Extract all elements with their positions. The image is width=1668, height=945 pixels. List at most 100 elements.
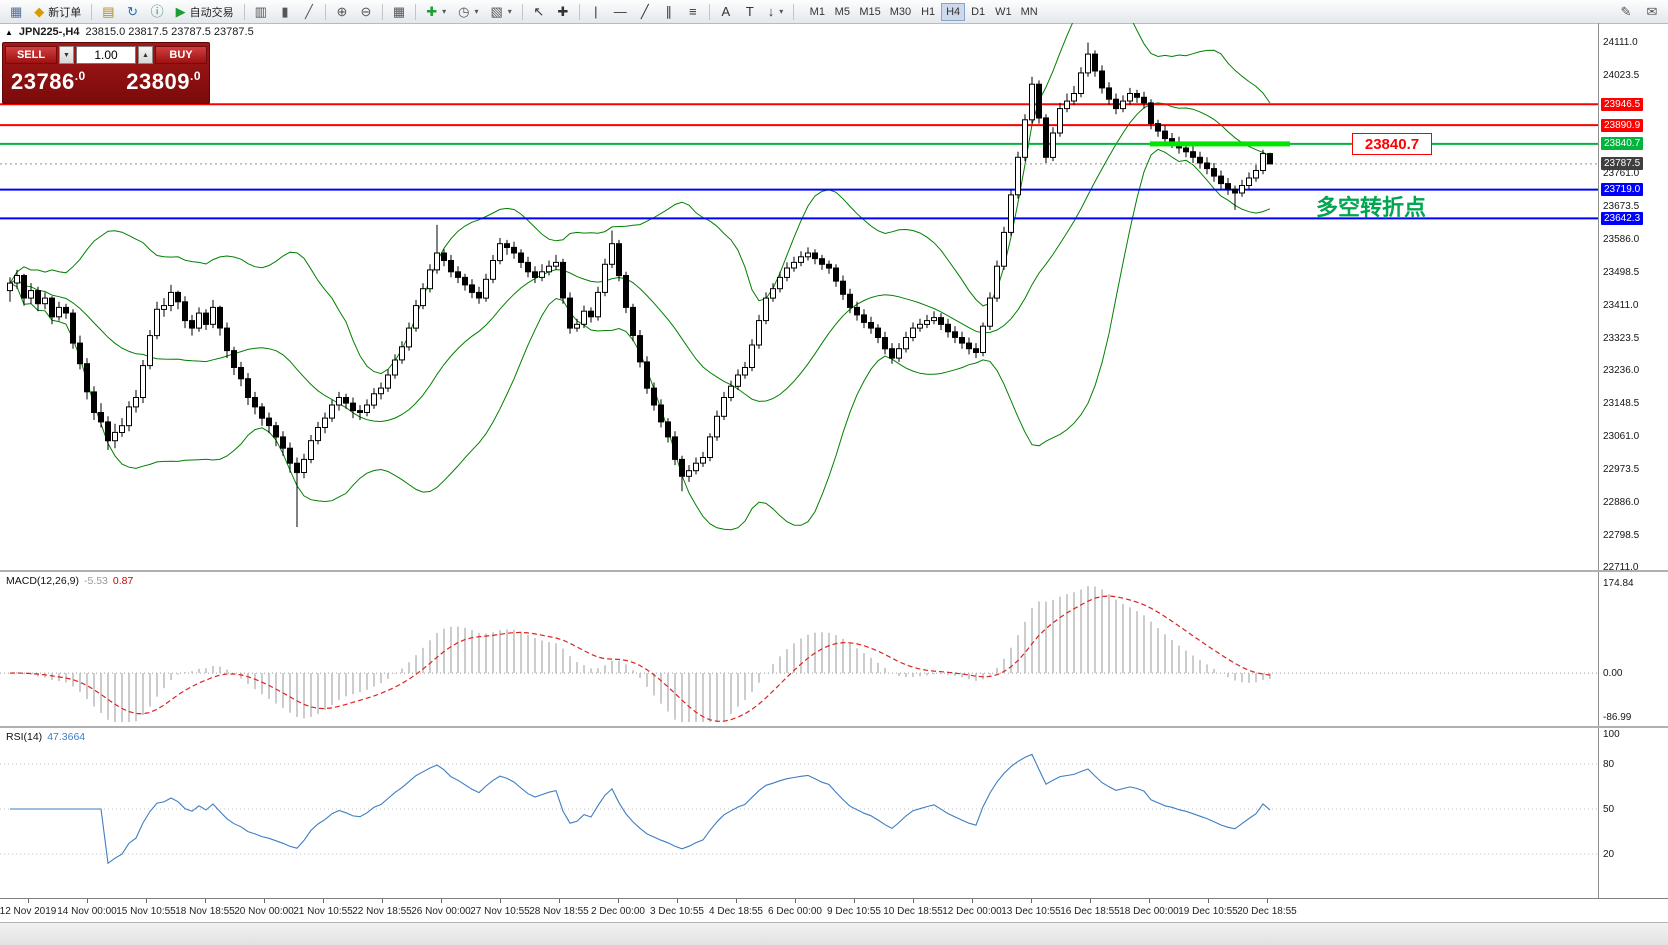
bollinger-upper-band: [9, 23, 1271, 375]
indicators-icon[interactable]: ✚ ▾: [421, 2, 451, 22]
fibonacci-icon: ≡: [689, 4, 697, 19]
bar-chart-icon[interactable]: ▥: [250, 2, 272, 22]
cursor-icon: ↖: [533, 4, 545, 19]
price-axis-label: 23411.0: [1603, 299, 1639, 311]
vertical-line-icon: |: [594, 4, 598, 19]
cursor-icon[interactable]: ↖: [528, 2, 550, 22]
time-axis-label: 20 Nov 00:00: [234, 906, 294, 917]
candlestick-chart[interactable]: [0, 23, 1598, 572]
line-chart-icon[interactable]: ╱: [298, 2, 320, 22]
time-axis-label: 9 Dec 10:55: [827, 906, 881, 917]
timeframe-button-H4[interactable]: H4: [941, 2, 966, 21]
new-order-button[interactable]: ◆ 新订单: [29, 2, 86, 22]
new-order-button-label: 新订单: [48, 6, 82, 19]
arrows-icon[interactable]: ↓ ▾: [763, 2, 789, 22]
text-icon[interactable]: T: [739, 2, 761, 22]
time-axis-tick: [913, 899, 914, 903]
timeframe-button-H1[interactable]: H1: [921, 5, 936, 18]
timeframe-button-M30[interactable]: M30: [889, 5, 912, 18]
price-axis-label: 23323.5: [1603, 332, 1640, 344]
sell-price[interactable]: 23786.0: [11, 69, 86, 94]
trendline-icon: ╱: [640, 4, 649, 19]
templates-icon: ▧: [490, 4, 503, 19]
zoom-in-icon[interactable]: ⊕: [331, 2, 353, 22]
price-level-tag[interactable]: 23840.7: [1352, 133, 1432, 155]
profiles-icon[interactable]: ▤: [97, 2, 119, 22]
channel-icon[interactable]: ∥: [658, 2, 680, 22]
timeframe-button-W1[interactable]: W1: [995, 5, 1012, 18]
timeframe-button-M1[interactable]: M1: [809, 5, 825, 18]
volume-increase-button[interactable]: ▲: [138, 46, 153, 64]
new-chart-icon[interactable]: ▦: [5, 2, 27, 22]
fibonacci-icon[interactable]: ≡: [682, 2, 704, 22]
symbol-info: ▲ JPN225-,H4 23815.0 23817.5 23787.5 237…: [5, 26, 254, 38]
macd-main-value: -5.53: [83, 575, 108, 587]
candlestick-chart-icon[interactable]: ▮: [274, 2, 296, 22]
price-level-axis-tag: 23642.3: [1601, 211, 1644, 225]
new-chart-icon: ▦: [10, 4, 23, 19]
vertical-line-icon[interactable]: |: [585, 2, 607, 22]
info-icon: ⓘ: [150, 4, 164, 19]
price-axis-label: -86.99: [1603, 712, 1632, 724]
message-icon[interactable]: ✉: [1646, 3, 1658, 19]
time-axis-tick: [146, 899, 147, 903]
panel-splitter[interactable]: [0, 570, 1668, 572]
buy-button[interactable]: BUY: [155, 46, 207, 64]
edit-icon[interactable]: ✎: [1620, 3, 1632, 19]
volume-decrease-button[interactable]: ▼: [59, 46, 74, 64]
candles: [7, 42, 1273, 527]
timeframe-toolbar: M1 M5 M15 M30 H1 H4 D1 W1 MN: [805, 2, 1041, 21]
panel-splitter[interactable]: [0, 726, 1668, 728]
tile-windows-icon: ▦: [392, 4, 406, 19]
time-axis-tick: [1267, 899, 1268, 903]
price-axis-label: 24023.5: [1603, 69, 1640, 81]
toolbar-separator: [708, 3, 710, 20]
price-level-axis-tag: 23719.0: [1601, 183, 1644, 197]
timeframe-button-MN[interactable]: MN: [1020, 5, 1038, 18]
time-axis-label: 21 Nov 10:55: [293, 906, 353, 917]
crosshair-icon: ✚: [557, 4, 569, 19]
toolbar: ▦ ◆ 新订单 ▤ ↻ ⓘ ▶ 自动交易 ▥ ▮ ╱ ⊕ ⊖ ▦ ✚ ▾ ◷ ▾ ▧ ▾ ↖ ✚ | — ╱ ∥ ≡ A T ↓ ▾ M1 M…: [0, 0, 1668, 24]
channel-icon: ∥: [665, 4, 673, 19]
price-level-axis-tag: 23946.5: [1601, 97, 1644, 111]
time-axis[interactable]: 12 Nov 2019 14 Nov 00:00 15 Nov 10:55 18 No…: [0, 898, 1668, 922]
sell-button[interactable]: SELL: [5, 46, 57, 64]
time-axis-label: 28 Nov 18:55: [529, 906, 589, 917]
price-level-axis-tag: 23840.7: [1601, 137, 1644, 151]
new-order-icon: ◆: [34, 4, 45, 19]
timeframe-button-M15[interactable]: M15: [859, 5, 881, 18]
timeframe-button-M5[interactable]: M5: [834, 5, 850, 18]
macd-chart[interactable]: [0, 572, 1598, 728]
toolbar-right: ✎ ✉: [1615, 2, 1663, 22]
volume-input[interactable]: [76, 46, 136, 64]
tile-windows-icon[interactable]: ▦: [388, 2, 410, 22]
zoom-out-icon[interactable]: ⊖: [355, 2, 377, 22]
info-icon[interactable]: ⓘ: [146, 2, 169, 22]
autotrading-button[interactable]: ▶ 自动交易: [171, 2, 239, 22]
toolbar-separator: [381, 3, 383, 20]
time-axis-tick: [205, 899, 206, 903]
dropdown-caret-icon: ▾: [474, 7, 479, 16]
timeframe-button-D1[interactable]: D1: [971, 5, 986, 18]
periods-icon[interactable]: ◷ ▾: [453, 2, 483, 22]
macd-signal-line: [9, 595, 1271, 722]
refresh-icon[interactable]: ↻: [122, 2, 144, 22]
one-click-toggle-icon[interactable]: ▲: [5, 27, 13, 37]
time-axis-label: 27 Nov 10:55: [470, 906, 530, 917]
trendline-icon[interactable]: ╱: [634, 2, 656, 22]
ohlc-readout: 23815.0 23817.5 23787.5 23787.5: [85, 26, 254, 38]
price-axis[interactable]: 24111.0 24023.5 23761.0 23673.5 23586.0 23498…: [1600, 0, 1668, 922]
highlight-segment[interactable]: [1150, 141, 1290, 147]
time-axis-tick: [382, 899, 383, 903]
time-axis-label: 20 Dec 18:55: [1237, 906, 1297, 917]
templates-icon[interactable]: ▧ ▾: [485, 2, 516, 22]
crosshair-icon[interactable]: ✚: [552, 2, 574, 22]
chart-annotation-text[interactable]: 多空转折点: [1316, 195, 1427, 220]
toolbar-separator: [91, 3, 93, 20]
horizontal-line-icon[interactable]: —: [609, 2, 632, 22]
text-label-icon[interactable]: A: [715, 2, 737, 22]
rsi-chart[interactable]: [0, 728, 1598, 898]
time-axis-label: 12 Dec 00:00: [942, 906, 1002, 917]
buy-price[interactable]: 23809.0: [126, 69, 201, 94]
price-axis-label: 50: [1603, 803, 1615, 815]
